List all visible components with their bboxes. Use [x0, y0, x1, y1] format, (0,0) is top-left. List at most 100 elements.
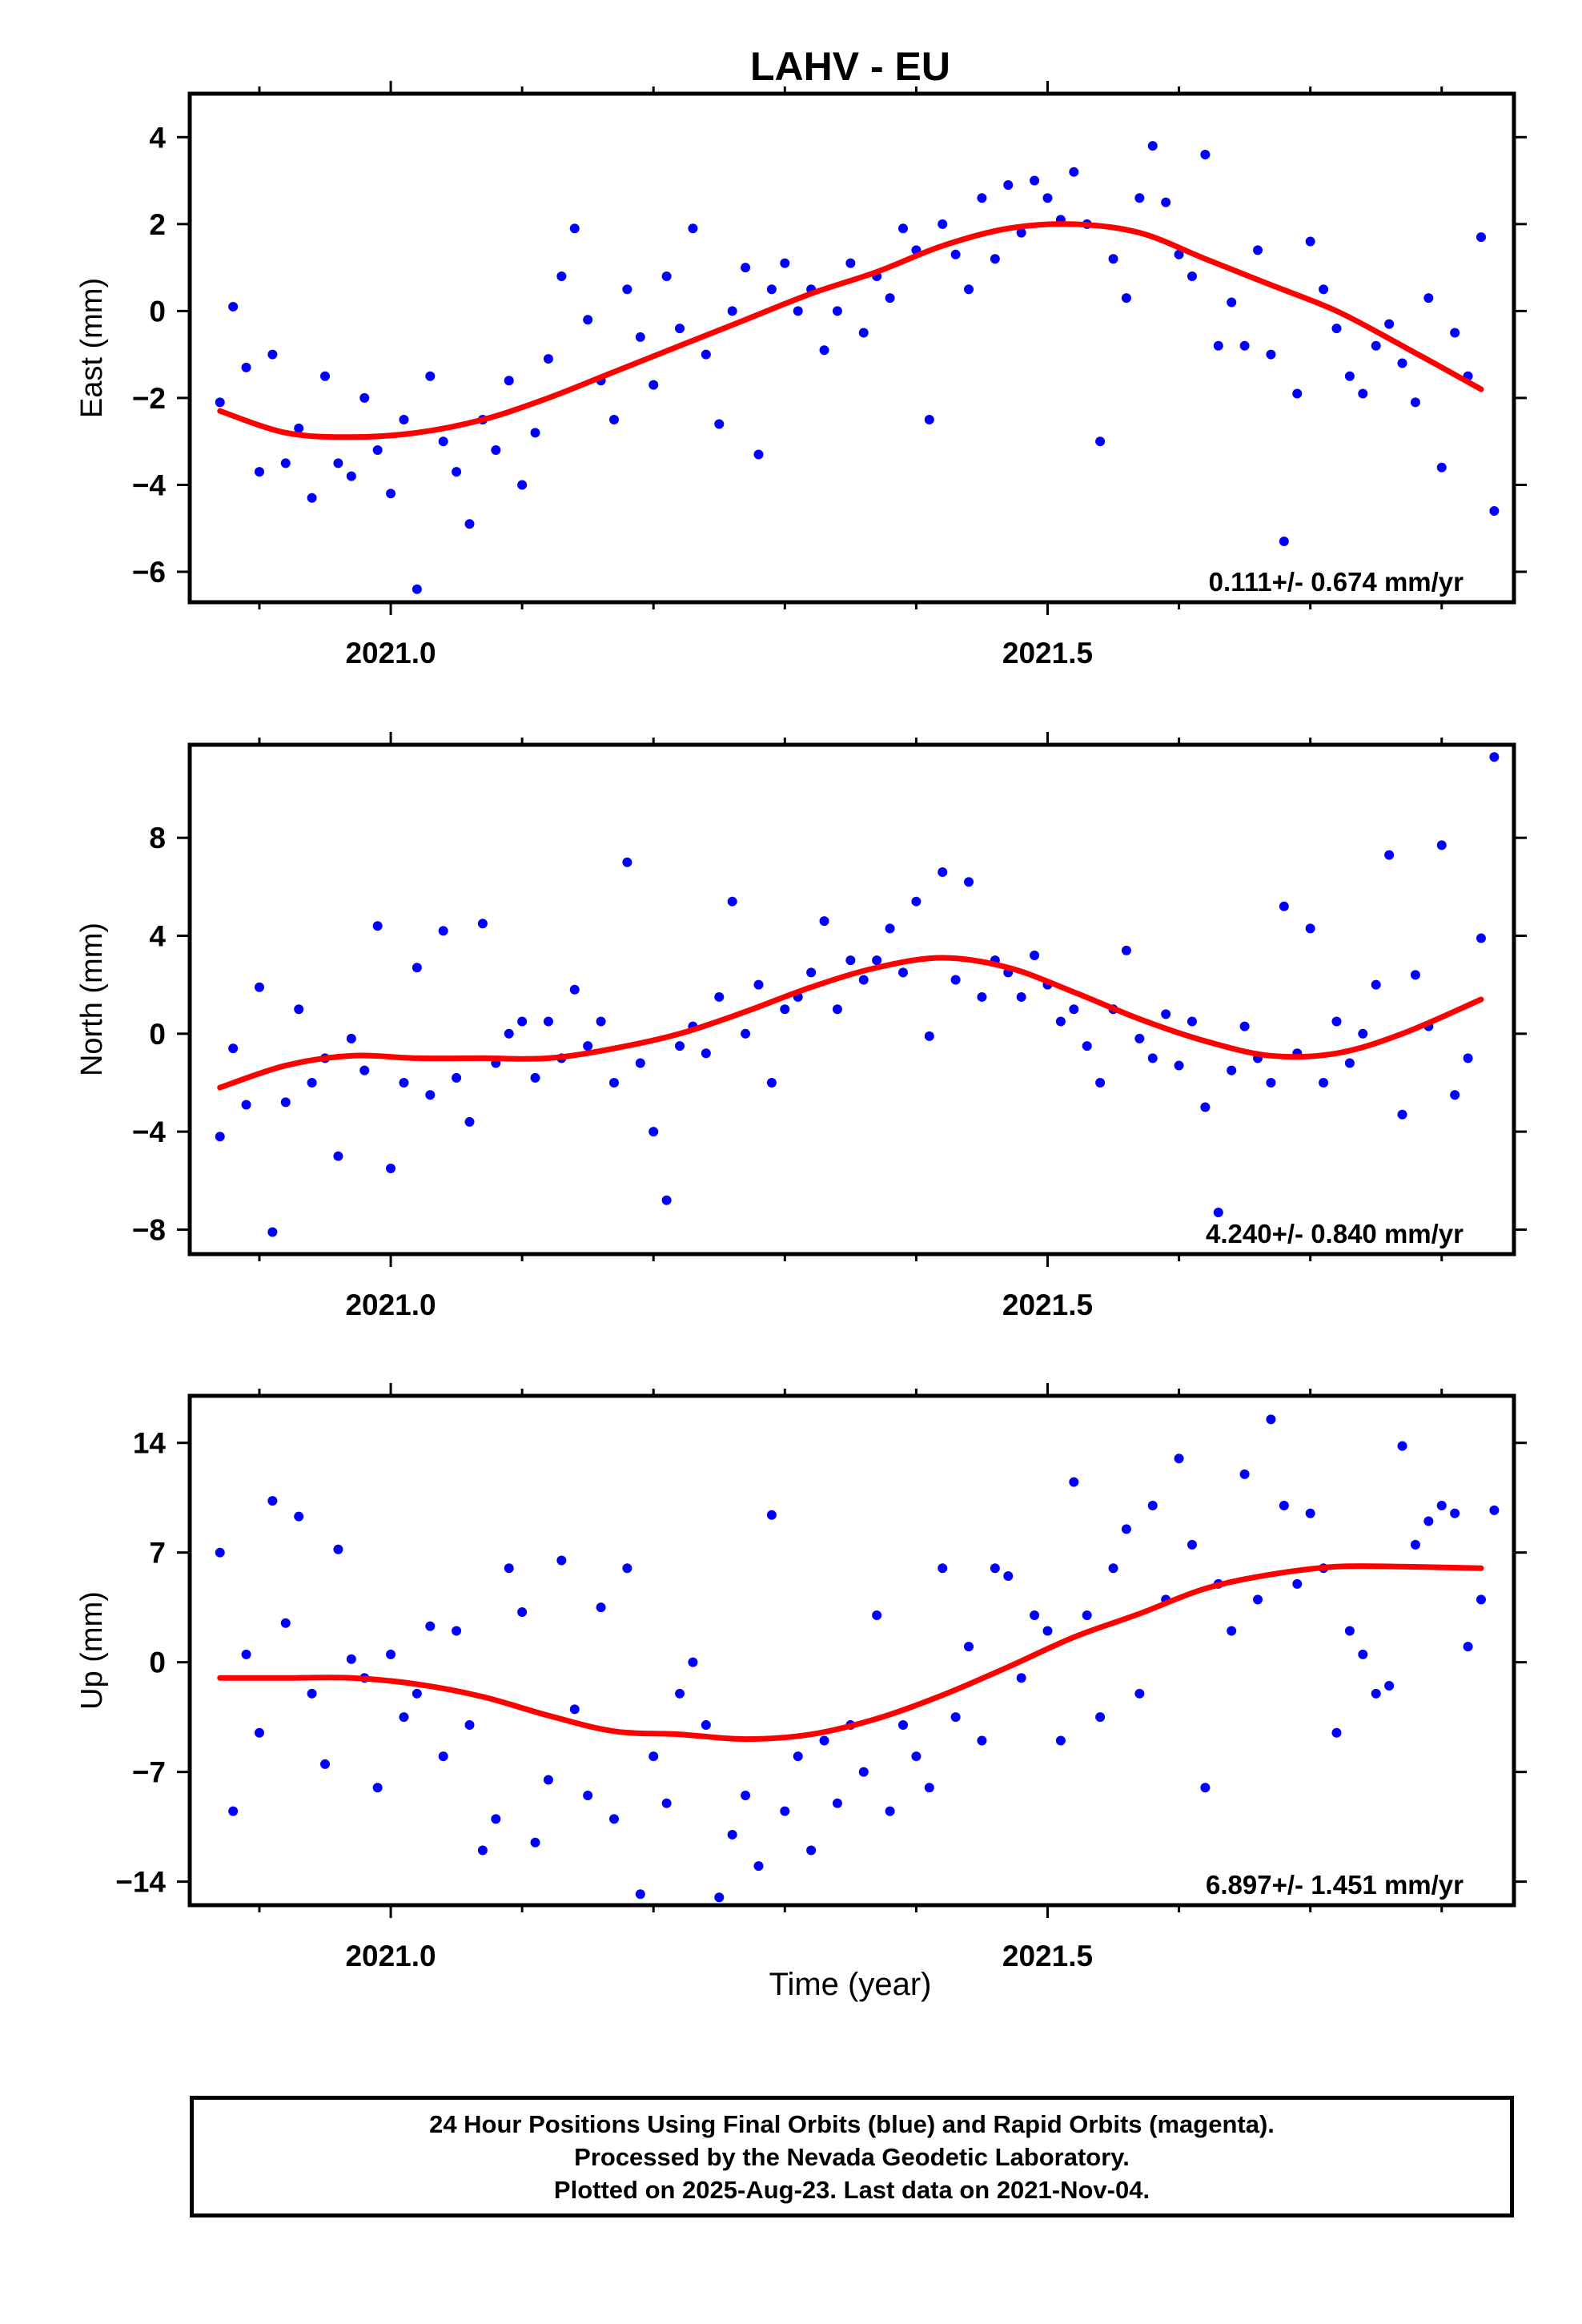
up-data-point	[1358, 1649, 1368, 1659]
up-data-point	[793, 1751, 803, 1762]
up-data-point	[1279, 1500, 1289, 1510]
east-data-point	[1423, 293, 1434, 304]
east-data-point	[1161, 197, 1171, 207]
north-data-point	[517, 1016, 528, 1027]
north-data-point	[1371, 979, 1381, 990]
up-data-point	[491, 1814, 501, 1824]
east-data-point	[372, 445, 383, 456]
footer-line-1: 24 Hour Positions Using Final Orbits (bl…	[429, 2109, 1275, 2138]
up-data-point	[517, 1607, 528, 1618]
east-data-point	[701, 349, 711, 360]
north-points	[215, 752, 1500, 1237]
east-data-point	[1476, 232, 1486, 243]
north-data-point	[386, 1163, 396, 1173]
up-data-point	[1476, 1594, 1486, 1605]
north-data-point	[1319, 1077, 1329, 1088]
east-data-point	[675, 324, 685, 334]
north-data-point	[1095, 1077, 1106, 1088]
east-data-point	[1030, 175, 1040, 186]
up-data-point	[1397, 1441, 1407, 1451]
up-data-point	[609, 1814, 620, 1824]
north-data-point	[1344, 1058, 1355, 1068]
east-data-point	[688, 223, 698, 234]
north-fit-curve	[217, 955, 1484, 1091]
up-data-point	[872, 1610, 882, 1620]
north-data-point	[648, 1127, 659, 1137]
up-data-point	[1042, 1626, 1053, 1636]
up-data-point	[990, 1563, 1000, 1574]
north-y-axis-label: North (mm)	[75, 923, 109, 1076]
north-data-point	[911, 896, 921, 907]
up-data-point	[215, 1547, 225, 1558]
north-x-tick-label: 2021.0	[345, 1289, 436, 1321]
north-data-point	[543, 1016, 553, 1027]
east-data-point	[412, 584, 422, 594]
east-data-point	[648, 380, 659, 390]
north-data-point	[504, 1028, 514, 1039]
footer-line-2: Processed by the Nevada Geodetic Laborat…	[574, 2142, 1130, 2171]
north-data-point	[1186, 1016, 1197, 1027]
north-data-point	[701, 1048, 711, 1059]
north-data-point	[1436, 840, 1447, 850]
up-data-point	[1082, 1610, 1092, 1620]
east-data-point	[491, 445, 501, 456]
up-data-point	[280, 1618, 291, 1628]
east-y-tick-label: −6	[132, 556, 166, 589]
north-data-point	[1030, 950, 1040, 960]
up-data-point	[228, 1806, 239, 1816]
east-data-point	[1016, 227, 1026, 238]
up-data-point	[648, 1751, 659, 1762]
north-data-point	[727, 896, 737, 907]
footer-note: 24 Hour Positions Using Final Orbits (bl…	[190, 2096, 1514, 2217]
east-points	[215, 141, 1500, 594]
up-data-point	[688, 1657, 698, 1667]
up-points	[215, 1414, 1500, 1903]
north-data-point	[872, 955, 882, 966]
north-data-point	[1213, 1208, 1223, 1218]
north-data-point	[241, 1100, 251, 1110]
up-data-point	[412, 1688, 422, 1699]
north-y-tick-label: −4	[132, 1116, 167, 1148]
north-data-point	[1331, 1016, 1342, 1027]
north-data-point	[1358, 1028, 1368, 1039]
up-y-tick-label: −7	[132, 1756, 166, 1789]
east-data-point	[464, 519, 475, 529]
up-data-point	[333, 1544, 343, 1554]
north-data-point	[294, 1004, 304, 1015]
north-data-point	[675, 1041, 685, 1051]
north-data-point	[425, 1090, 436, 1100]
up-data-point	[819, 1735, 829, 1746]
north-data-point	[333, 1151, 343, 1161]
east-rate-label: 0.111+/- 0.674 mm/yr	[1209, 567, 1464, 597]
north-data-point	[1476, 933, 1486, 943]
up-data-point	[964, 1642, 974, 1652]
east-data-point	[977, 193, 987, 203]
north-data-point	[1082, 1041, 1092, 1051]
north-frame	[187, 742, 1516, 1256]
north-data-point	[1227, 1065, 1237, 1076]
up-data-point	[885, 1806, 895, 1816]
x-axis-title: Time (year)	[769, 1967, 932, 2002]
north-data-point	[832, 1004, 842, 1015]
up-data-point	[701, 1719, 711, 1730]
up-data-point	[386, 1649, 396, 1659]
up-data-point	[1227, 1626, 1237, 1636]
east-data-point	[1003, 179, 1014, 190]
up-data-point	[1055, 1735, 1066, 1746]
up-data-point	[464, 1719, 475, 1730]
east-data-point	[938, 219, 948, 229]
up-data-point	[1292, 1578, 1303, 1589]
north-data-point	[438, 926, 448, 936]
north-data-point	[1239, 1021, 1250, 1031]
east-data-point	[1397, 358, 1407, 368]
up-y-axis-label: Up (mm)	[75, 1591, 109, 1710]
north-y-tick-label: 4	[149, 920, 166, 953]
up-data-point	[1147, 1500, 1158, 1510]
up-data-point	[254, 1727, 264, 1738]
up-data-point	[452, 1626, 462, 1636]
up-data-point	[858, 1767, 869, 1777]
east-data-point	[1305, 236, 1315, 247]
east-data-point	[1319, 284, 1329, 295]
up-fit-curve	[217, 1563, 1484, 1743]
north-data-point	[964, 877, 974, 887]
